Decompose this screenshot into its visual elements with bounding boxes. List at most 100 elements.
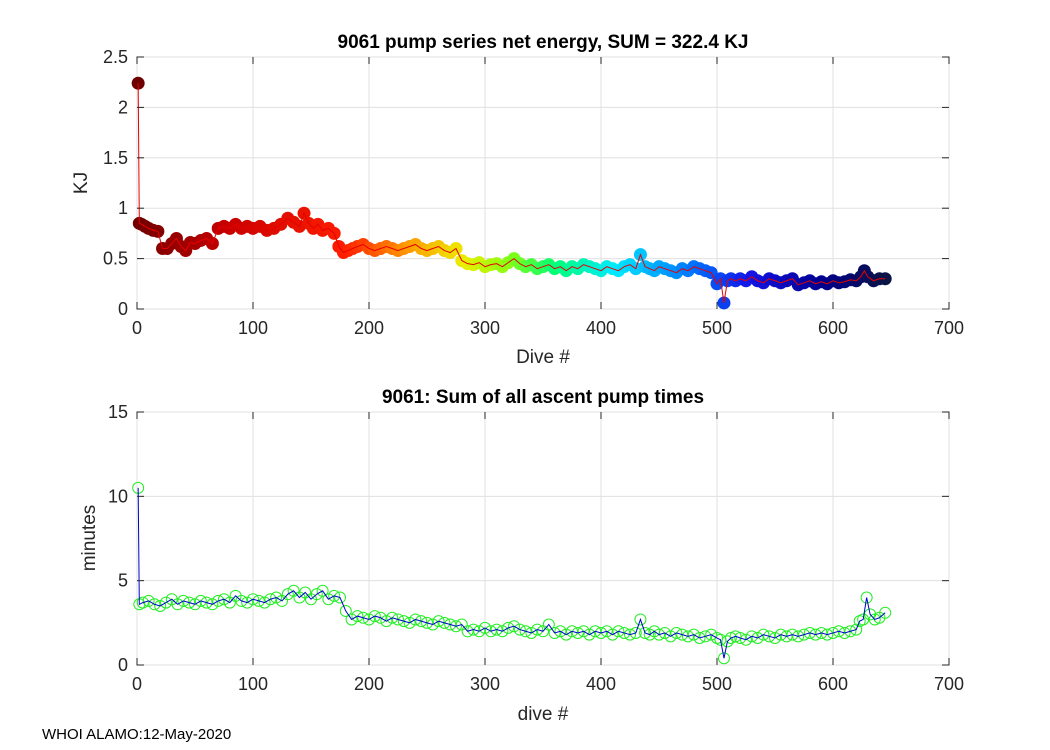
pump-time-data-point bbox=[827, 626, 839, 639]
pump-time-data-point bbox=[803, 626, 816, 639]
pump-time-data-point bbox=[218, 593, 230, 606]
pump-time-data-point bbox=[670, 626, 683, 639]
pump-time-data-point bbox=[634, 613, 647, 626]
pump-time-data-point bbox=[838, 626, 851, 639]
pump-time-data-point bbox=[392, 613, 404, 626]
energy-ytick-label: 2.5 bbox=[103, 47, 128, 67]
pump-time-data-point bbox=[763, 630, 776, 643]
pump-time-data-point bbox=[160, 596, 172, 609]
pump-time-data-point bbox=[815, 626, 828, 639]
pump-time-data-point bbox=[624, 628, 636, 641]
pump-time-data-point bbox=[606, 628, 619, 641]
pump-time-data-point bbox=[693, 632, 706, 645]
pump-time-data-point bbox=[252, 594, 265, 607]
energy-ytick-label: 2 bbox=[118, 97, 128, 117]
pump-time-data-point bbox=[717, 652, 730, 665]
pump-time-data-point bbox=[786, 628, 799, 641]
footer-credit: WHOI ALAMO:12-May-2020 bbox=[42, 726, 232, 743]
pump-time-data-point bbox=[879, 606, 892, 619]
pump-time-xtick-label: 100 bbox=[238, 674, 268, 694]
pump-time-data-point bbox=[792, 630, 805, 643]
pump-time-data-point bbox=[699, 630, 712, 643]
energy-xtick-label: 0 bbox=[132, 318, 142, 338]
pump-time-plot-frame bbox=[136, 411, 950, 666]
pump-time-data-point bbox=[368, 610, 381, 623]
pump-time-ytick-label: 15 bbox=[108, 402, 128, 422]
pump-time-data-point bbox=[542, 618, 555, 631]
energy-ytick-label: 0 bbox=[118, 299, 128, 319]
pump-time-data-point bbox=[148, 598, 161, 611]
pump-time-data-point bbox=[247, 593, 259, 606]
pump-time-data-point bbox=[809, 628, 822, 641]
pump-time-data-point bbox=[850, 623, 863, 636]
energy-xtick-label: 500 bbox=[702, 318, 732, 338]
pump-time-data-point bbox=[450, 620, 462, 633]
pump-time-data-point bbox=[490, 623, 503, 636]
pump-time-data-point bbox=[154, 599, 167, 612]
pump-time-data-point bbox=[461, 625, 474, 638]
pump-time-data-point bbox=[832, 625, 845, 638]
energy-xtick-label: 700 bbox=[934, 318, 964, 338]
pump-time-data-point bbox=[345, 613, 358, 626]
pump-time-data-point bbox=[183, 596, 196, 609]
pump-time-ytick-label: 0 bbox=[118, 655, 128, 675]
pump-time-data-point bbox=[136, 596, 149, 609]
energy-plot-ticks: 0 100 200 300 400 500 600 700 0 0.5 1 1.5 2 2.5 bbox=[103, 47, 964, 338]
pump-time-data-point bbox=[386, 611, 399, 624]
pump-time-series-line bbox=[137, 487, 886, 659]
pump-time-data-point bbox=[200, 596, 213, 609]
pump-time-data-point bbox=[513, 623, 526, 636]
pump-time-data-point bbox=[467, 623, 480, 636]
pump-time-plot-ylabel: minutes bbox=[79, 505, 100, 572]
pump-time-data-point bbox=[560, 628, 573, 641]
pump-time-data-point bbox=[531, 623, 544, 636]
pump-time-data-point bbox=[554, 625, 567, 638]
pump-time-data-point bbox=[705, 628, 718, 641]
pump-time-data-point bbox=[316, 584, 329, 597]
energy-plot-xlabel: Dive # bbox=[516, 347, 570, 368]
pump-time-data-point bbox=[745, 630, 758, 643]
pump-time-data-point bbox=[177, 594, 190, 607]
pump-time-data-point bbox=[774, 628, 787, 641]
energy-ytick-label: 1.5 bbox=[103, 148, 128, 168]
pump-time-data-point bbox=[664, 630, 677, 643]
pump-time-data-point bbox=[676, 628, 689, 641]
pump-time-data-point bbox=[189, 598, 201, 611]
energy-xtick-label: 300 bbox=[470, 318, 500, 338]
pump-time-data-point bbox=[566, 625, 578, 638]
energy-trace bbox=[137, 83, 886, 304]
pump-time-data-point bbox=[508, 620, 520, 633]
pump-time-data-point bbox=[235, 594, 248, 607]
pump-time-data-point bbox=[798, 628, 810, 641]
pump-time-data-point bbox=[171, 598, 184, 611]
energy-plot-ylabel: KJ bbox=[71, 172, 92, 194]
pump-time-data-point bbox=[264, 593, 277, 606]
energy-ytick-label: 1 bbox=[118, 198, 128, 218]
pump-time-data-point bbox=[374, 611, 387, 624]
pump-time-data-point bbox=[629, 626, 642, 639]
pump-time-data-point bbox=[687, 628, 700, 641]
pump-time-series-points bbox=[132, 481, 892, 665]
energy-plot: 9061 pump series net energy, SUM = 322.4… bbox=[71, 32, 964, 368]
energy-plot-grid bbox=[136, 56, 950, 310]
energy-xtick-label: 100 bbox=[238, 318, 268, 338]
pump-time-data-point bbox=[194, 594, 207, 607]
pump-time-data-point bbox=[618, 626, 631, 639]
pump-time-data-point bbox=[339, 605, 352, 618]
pump-time-data-point bbox=[868, 613, 881, 626]
pump-time-data-point bbox=[519, 625, 532, 638]
pump-time-data-point bbox=[241, 596, 254, 609]
energy-plot-title: 9061 pump series net energy, SUM = 322.4… bbox=[338, 32, 749, 53]
pump-time-plot-grid bbox=[136, 411, 950, 666]
pump-time-data-point bbox=[281, 588, 294, 601]
pump-time-plot-ticks: 0 100 200 300 400 500 600 700 0 5 10 15 bbox=[108, 402, 964, 694]
pump-time-xtick-label: 300 bbox=[470, 674, 500, 694]
pump-time-data-point bbox=[403, 616, 416, 629]
pump-time-data-point bbox=[577, 625, 590, 638]
pump-time-data-point bbox=[142, 594, 155, 607]
pump-time-data-point bbox=[757, 628, 770, 641]
pump-time-data-point bbox=[363, 613, 375, 626]
pump-time-data-point bbox=[409, 613, 422, 626]
pump-time-data-point bbox=[639, 626, 652, 639]
